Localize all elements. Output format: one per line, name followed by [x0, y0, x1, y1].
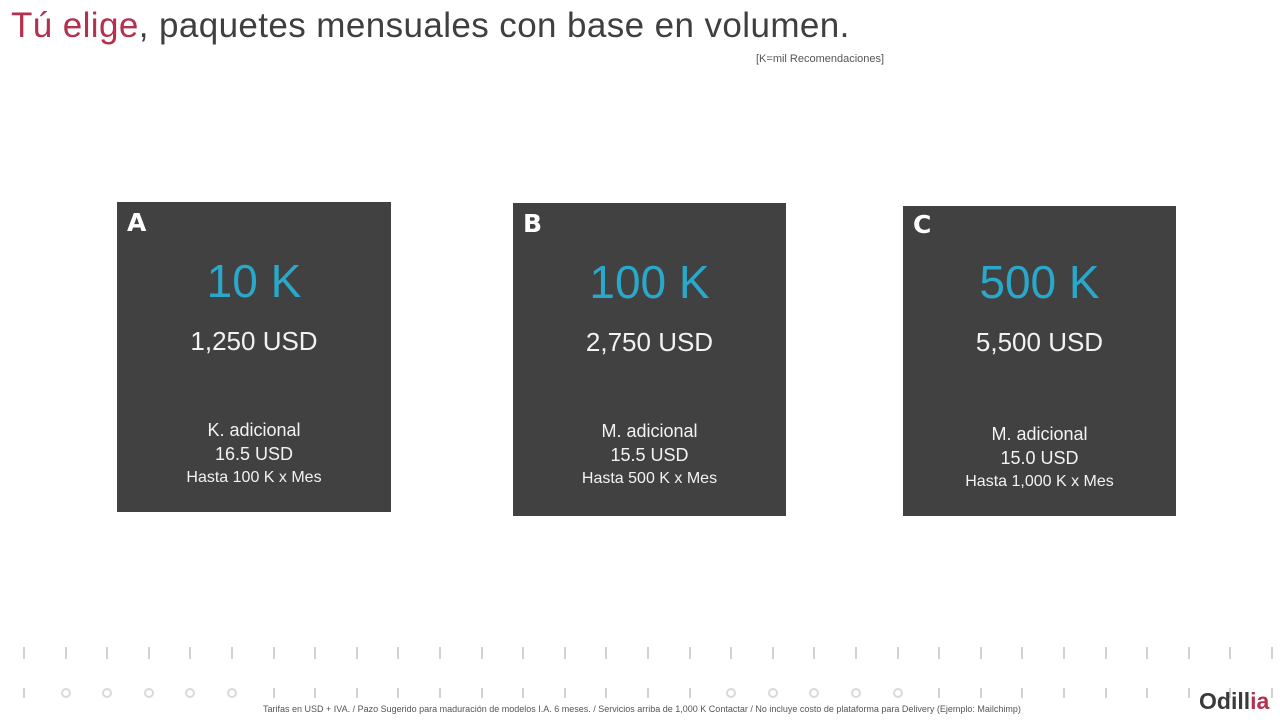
- extra-label: K. adicional: [207, 420, 301, 440]
- decorative-tick: [979, 688, 982, 698]
- decorative-tick: [605, 647, 608, 659]
- decorative-tick: [563, 688, 566, 698]
- decorative-tick: [106, 647, 109, 659]
- decorative-dot: [227, 688, 237, 698]
- decorative-tick: [979, 647, 982, 659]
- package-letter: A: [127, 208, 147, 237]
- decorative-tick: [23, 647, 25, 659]
- package-extra: M. adicional 15.0 USD Hasta 1,000 K x Me…: [903, 422, 1176, 494]
- decorative-tick: [189, 647, 192, 659]
- decorative-tick: [730, 647, 733, 659]
- decorative-dot: [185, 688, 196, 698]
- title-accent: Tú elige: [11, 6, 139, 45]
- footer-note: Tarifas en USD + IVA. / Pazo Sugerido pa…: [263, 704, 1021, 714]
- title-rest: , paquetes mensuales con base en volumen…: [138, 6, 850, 45]
- decorative-tick: [1104, 647, 1107, 659]
- decorative-tick: [314, 688, 317, 698]
- decorative-tick: [397, 647, 400, 659]
- extra-price: 15.5 USD: [610, 445, 689, 465]
- package-price: 1,250 USD: [190, 326, 318, 356]
- decorative-tick: [1271, 688, 1273, 698]
- decorative-tick: [647, 647, 649, 659]
- package-volume: 100 K: [589, 256, 710, 308]
- package-price: 5,500 USD: [975, 327, 1104, 357]
- extra-price: 16.5 USD: [214, 444, 294, 464]
- decorative-tick: [855, 647, 857, 659]
- decorative-tick: [1146, 688, 1149, 698]
- decorative-dot: [102, 688, 113, 698]
- decorative-tick: [355, 647, 358, 659]
- decorative-tick: [231, 647, 233, 659]
- decorative-tick: [439, 688, 441, 698]
- decorative-tick: [1021, 688, 1024, 698]
- package-extra: M. adicional 15.5 USD Hasta 500 K x Mes: [513, 419, 786, 491]
- slide-title: Tú elige, paquetes mensuales con base en…: [11, 6, 850, 46]
- decorative-tick: [1187, 688, 1190, 698]
- package-limit: Hasta 1,000 K x Mes: [965, 473, 1114, 490]
- package-letter: C: [913, 210, 932, 239]
- decorative-tick: [771, 647, 774, 659]
- decorative-dot: [726, 688, 737, 698]
- decorative-tick: [480, 688, 483, 698]
- decorative-tick: [688, 647, 691, 659]
- decorative-tick: [896, 647, 899, 659]
- package-limit: Hasta 100 K x Mes: [186, 469, 322, 486]
- package-card-c: C 500 K 5,500 USD M. adicional 15.0 USD …: [903, 206, 1176, 516]
- decorative-tick: [605, 688, 608, 698]
- decorative-tick: [1229, 647, 1232, 659]
- logo-main: Odill: [1199, 688, 1251, 714]
- decorative-tick: [64, 647, 67, 659]
- logo-accent: ia: [1250, 688, 1270, 714]
- decorative-tick: [1229, 688, 1232, 698]
- decorative-tick: [938, 688, 941, 698]
- decorative-tick: [480, 647, 483, 659]
- decorative-tick: [355, 688, 358, 698]
- package-price: 2,750 USD: [585, 327, 714, 357]
- package-letter: B: [523, 209, 543, 238]
- decorative-tick: [439, 647, 441, 659]
- decorative-tick: [23, 688, 25, 698]
- decorative-dot: [809, 688, 820, 698]
- decorative-tick: [938, 647, 941, 659]
- decorative-dot: [767, 688, 778, 698]
- decorative-tick: [1104, 688, 1107, 698]
- decorative-tick: [1021, 647, 1024, 659]
- decorative-tick: [1187, 647, 1190, 659]
- extra-label: M. adicional: [601, 421, 698, 441]
- units-note: [K=mil Recomendaciones]: [756, 53, 885, 65]
- odillia-logo: Odillia: [1199, 688, 1269, 715]
- decorative-tick: [314, 647, 317, 659]
- decorative-tick: [563, 647, 566, 659]
- decorative-tick: [688, 688, 691, 698]
- decorative-dot: [143, 688, 154, 698]
- package-limit: Hasta 500 K x Mes: [581, 470, 718, 487]
- decorative-tick: [647, 688, 649, 698]
- decorative-tick: [1146, 647, 1149, 659]
- decorative-tick: [147, 647, 150, 659]
- decorative-tick: [522, 647, 525, 659]
- decorative-dot: [60, 688, 71, 698]
- decorative-dot: [851, 688, 861, 698]
- extra-label: M. adicional: [991, 424, 1088, 444]
- decorative-tick: [397, 688, 400, 698]
- package-card-a: A 10 K 1,250 USD K. adicional 16.5 USD H…: [117, 202, 391, 512]
- decorative-tick: [1063, 688, 1065, 698]
- decorative-tick: [1271, 647, 1273, 659]
- package-extra: K. adicional 16.5 USD Hasta 100 K x Mes: [117, 418, 391, 490]
- package-card-b: B 100 K 2,750 USD M. adicional 15.5 USD …: [513, 203, 786, 516]
- decorative-tick: [1063, 647, 1065, 659]
- extra-price: 15.0 USD: [1000, 448, 1079, 468]
- package-volume: 10 K: [206, 255, 302, 307]
- decorative-tick: [272, 647, 275, 659]
- decorative-dot: [892, 688, 903, 698]
- package-volume: 500 K: [979, 256, 1100, 308]
- decorative-tick: [272, 688, 275, 698]
- decorative-tick: [813, 647, 816, 659]
- decorative-dot-pattern: [0, 640, 1280, 710]
- decorative-tick: [522, 688, 525, 698]
